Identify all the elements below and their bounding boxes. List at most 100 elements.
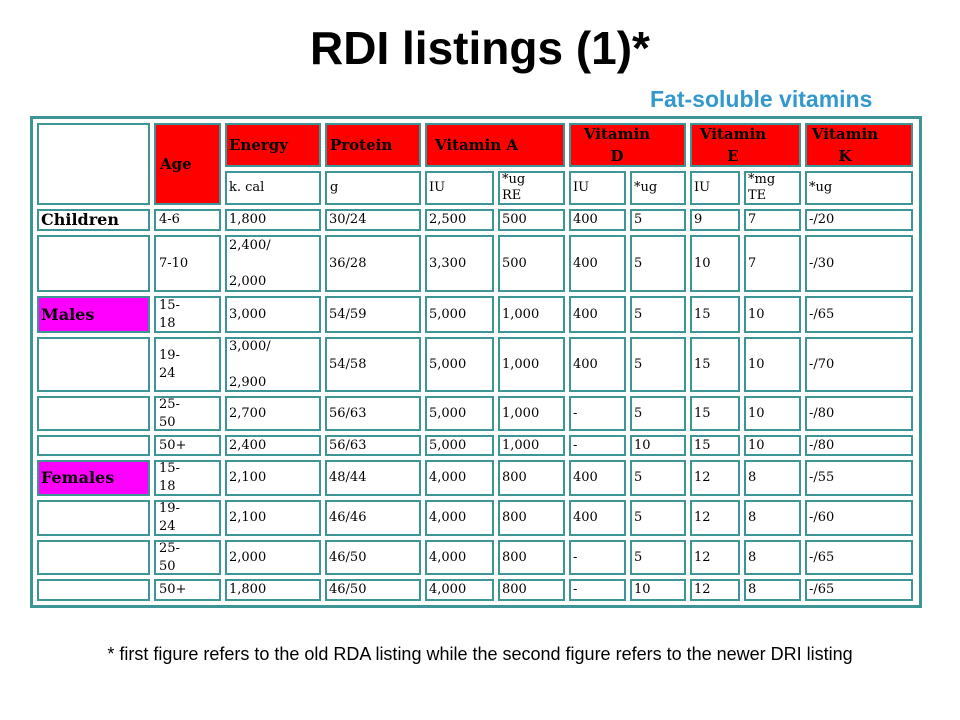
energy-value: 2,400/ 2,000 xyxy=(229,237,271,289)
vitamin-e-iu-cell: 12 xyxy=(690,460,740,496)
protein-cell: 36/28 xyxy=(325,235,421,292)
vitamin-a-iu-cell: 4,000 xyxy=(425,579,494,601)
vitamin-e-te-cell: 8 xyxy=(744,579,801,601)
vitamin-e-iu-value: 12 xyxy=(694,582,711,597)
vitamin-a-re-value: 800 xyxy=(502,549,527,565)
age-value: 25- 50 xyxy=(159,540,180,574)
vitamin-d-ug-cell: 5 xyxy=(630,209,686,231)
slide-title: RDI listings (1)* xyxy=(310,22,650,74)
vitamin-d-ug-value: 5 xyxy=(634,510,643,525)
energy-value: 3,000 xyxy=(229,306,267,322)
group-label-value: Children xyxy=(41,210,119,229)
unit-vitamin-d-iu-label: IU xyxy=(573,180,590,195)
energy-cell: 2,000 xyxy=(225,540,321,575)
vitamin-e-iu-value: 15 xyxy=(694,405,711,421)
vitamin-k-ug-value: -/55 xyxy=(809,470,835,485)
vitamin-k-ug-value: -/65 xyxy=(809,306,835,322)
vitamin-e-te-value: 8 xyxy=(748,470,757,485)
unit-protein-cell: g xyxy=(325,171,421,205)
protein-cell: 48/44 xyxy=(325,460,421,496)
vitamin-d-iu-cell: 400 xyxy=(569,337,626,392)
vitamin-d-iu-value: - xyxy=(573,437,578,453)
vitamin-a-re-value: 500 xyxy=(502,255,527,271)
vitamin-k-ug-cell: -/70 xyxy=(805,337,913,392)
vitamin-a-iu-value: 3,300 xyxy=(429,255,467,271)
age-cell: 50+ xyxy=(154,579,221,601)
age-value: 25- 50 xyxy=(159,396,180,430)
vitamin-k-ug-value: -/70 xyxy=(809,356,835,372)
table-frame xyxy=(30,116,922,608)
header-vitamin-e-label: Vitamin E xyxy=(699,125,767,165)
vitamin-k-ug-cell: -/65 xyxy=(805,579,913,601)
header-energy-cell: Energy xyxy=(225,123,321,167)
header-vitamin-e-cell: Vitamin E xyxy=(690,123,801,167)
vitamin-d-ug-value: 10 xyxy=(634,437,651,453)
vitamin-k-ug-cell: -/65 xyxy=(805,296,913,333)
unit-vitamin-k-ug-cell: *ug xyxy=(805,171,913,205)
protein-value: 46/50 xyxy=(329,549,367,565)
group-label-cell: Females xyxy=(37,460,150,496)
vitamin-e-te-cell: 10 xyxy=(744,337,801,392)
vitamin-d-ug-value: 5 xyxy=(634,306,643,322)
vitamin-e-iu-cell: 9 xyxy=(690,209,740,231)
vitamin-d-iu-cell: - xyxy=(569,435,626,456)
header-vitamin-k-label: Vitamin K xyxy=(811,125,879,165)
unit-vitamin-a-iu-cell: IU xyxy=(425,171,494,205)
header-energy-label: Energy xyxy=(229,136,288,154)
protein-cell: 46/50 xyxy=(325,540,421,575)
energy-cell: 2,100 xyxy=(225,460,321,496)
vitamin-a-iu-value: 4,000 xyxy=(429,470,467,485)
vitamin-a-iu-cell: 5,000 xyxy=(425,296,494,333)
vitamin-a-iu-cell: 3,300 xyxy=(425,235,494,292)
vitamin-d-iu-cell: 400 xyxy=(569,296,626,333)
group-label-cell: Children xyxy=(37,209,150,231)
vitamin-e-te-cell: 7 xyxy=(744,209,801,231)
unit-vitamin-e-te-label: *mg TE xyxy=(748,172,776,203)
vitamin-e-te-cell: 8 xyxy=(744,500,801,536)
energy-cell: 1,800 xyxy=(225,579,321,601)
vitamin-k-ug-value: -/30 xyxy=(809,255,835,271)
vitamin-d-iu-cell: 400 xyxy=(569,235,626,292)
protein-value: 46/50 xyxy=(329,582,367,597)
vitamin-d-ug-cell: 10 xyxy=(630,579,686,601)
vitamin-d-iu-cell: - xyxy=(569,579,626,601)
vitamin-d-iu-cell: 400 xyxy=(569,500,626,536)
vitamin-a-re-cell: 500 xyxy=(498,209,565,231)
vitamin-k-ug-cell: -/60 xyxy=(805,500,913,536)
vitamin-a-iu-value: 4,000 xyxy=(429,510,467,525)
vitamin-e-te-value: 10 xyxy=(748,306,765,322)
vitamin-e-te-cell: 10 xyxy=(744,435,801,456)
energy-value: 3,000/ 2,900 xyxy=(229,338,271,390)
energy-cell: 2,700 xyxy=(225,396,321,431)
vitamin-d-ug-cell: 5 xyxy=(630,540,686,575)
vitamin-a-re-cell: 1,000 xyxy=(498,396,565,431)
header-vitamin-a-label: Vitamin A xyxy=(435,136,519,154)
vitamin-a-re-cell: 800 xyxy=(498,460,565,496)
vitamin-a-iu-value: 4,000 xyxy=(429,549,467,565)
vitamin-e-iu-value: 12 xyxy=(694,470,711,485)
group-label-cell xyxy=(37,337,150,392)
vitamin-e-te-value: 8 xyxy=(748,582,757,597)
vitamin-d-iu-value: 400 xyxy=(573,470,598,485)
age-cell: 50+ xyxy=(154,435,221,456)
energy-cell: 3,000/ 2,900 xyxy=(225,337,321,392)
vitamin-e-te-value: 7 xyxy=(748,255,757,271)
header-protein-label: Protein xyxy=(330,136,393,154)
vitamin-a-iu-cell: 4,000 xyxy=(425,460,494,496)
group-label-cell xyxy=(37,540,150,575)
vitamin-e-te-value: 8 xyxy=(748,510,757,525)
vitamin-e-iu-value: 15 xyxy=(694,356,711,372)
vitamin-d-iu-cell: 400 xyxy=(569,209,626,231)
header-vitamin-k-cell: Vitamin K xyxy=(805,123,913,167)
header-protein-cell: Protein xyxy=(325,123,421,167)
age-cell: 4-6 xyxy=(154,209,221,231)
energy-cell: 2,400 xyxy=(225,435,321,456)
vitamin-d-ug-value: 5 xyxy=(634,470,643,485)
slide-subtitle: Fat-soluble vitamins xyxy=(650,86,873,112)
age-cell: 7-10 xyxy=(154,235,221,292)
header-vitamin-d-label: Vitamin D xyxy=(583,125,651,165)
table-corner-cell xyxy=(37,123,150,205)
vitamin-a-iu-cell: 4,000 xyxy=(425,500,494,536)
protein-value: 54/58 xyxy=(329,356,367,372)
energy-value: 1,800 xyxy=(229,582,267,597)
